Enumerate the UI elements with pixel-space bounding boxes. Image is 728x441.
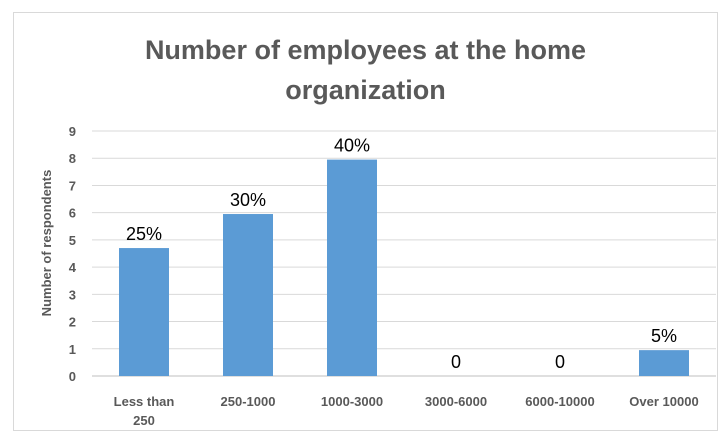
data-labels: 25% 30% 40% 0 0 5% bbox=[126, 136, 677, 372]
bar bbox=[119, 248, 169, 376]
x-category-label: Less than 250 bbox=[114, 394, 175, 428]
x-category-label-line: 3000-6000 bbox=[425, 394, 487, 409]
y-tick-label: 3 bbox=[69, 287, 76, 302]
bar bbox=[327, 159, 377, 376]
y-tick-label: 5 bbox=[69, 233, 76, 248]
x-category-label: Over 10000 bbox=[629, 394, 698, 409]
x-category-label: 1000-3000 bbox=[321, 394, 383, 409]
data-label: 0 bbox=[451, 352, 461, 372]
y-tick-label: 0 bbox=[69, 369, 76, 384]
data-label: 5% bbox=[651, 326, 677, 346]
chart-title-line-2: organization bbox=[285, 75, 446, 105]
y-axis-ticks: 0 1 2 3 4 5 6 7 8 9 bbox=[69, 124, 77, 384]
x-category-label: 6000-10000 bbox=[525, 394, 594, 409]
data-label: 0 bbox=[555, 352, 565, 372]
y-tick-label: 8 bbox=[69, 151, 76, 166]
data-label: 25% bbox=[126, 224, 162, 244]
x-axis-categories: Less than 250 250-1000 1000-3000 3000-6000 60… bbox=[114, 394, 699, 428]
x-category-label-line: Less than bbox=[114, 394, 175, 409]
x-category-label-line: 6000-10000 bbox=[525, 394, 594, 409]
bars bbox=[119, 159, 689, 376]
chart-title: Number of employees at the home organiza… bbox=[13, 30, 718, 110]
data-label: 30% bbox=[230, 190, 266, 210]
x-category-label: 3000-6000 bbox=[425, 394, 487, 409]
bar bbox=[639, 350, 689, 376]
bar bbox=[223, 214, 273, 376]
y-tick-label: 7 bbox=[69, 178, 76, 193]
data-label: 40% bbox=[334, 136, 370, 156]
y-tick-label: 9 bbox=[69, 124, 76, 139]
gridlines bbox=[92, 130, 716, 377]
y-tick-label: 2 bbox=[69, 315, 76, 330]
x-category-label: 250-1000 bbox=[221, 394, 276, 409]
x-category-label-line: 250 bbox=[133, 413, 155, 428]
chart-title-line-1: Number of employees at the home bbox=[144, 35, 587, 65]
x-category-label-line: 1000-3000 bbox=[321, 394, 383, 409]
y-tick-label: 6 bbox=[69, 206, 76, 221]
x-category-label-line: Over 10000 bbox=[629, 394, 698, 409]
y-axis-label: Number of respondents bbox=[39, 170, 54, 317]
x-category-label-line: 250-1000 bbox=[221, 394, 276, 409]
y-tick-label: 4 bbox=[69, 260, 77, 275]
y-tick-label: 1 bbox=[69, 342, 76, 357]
